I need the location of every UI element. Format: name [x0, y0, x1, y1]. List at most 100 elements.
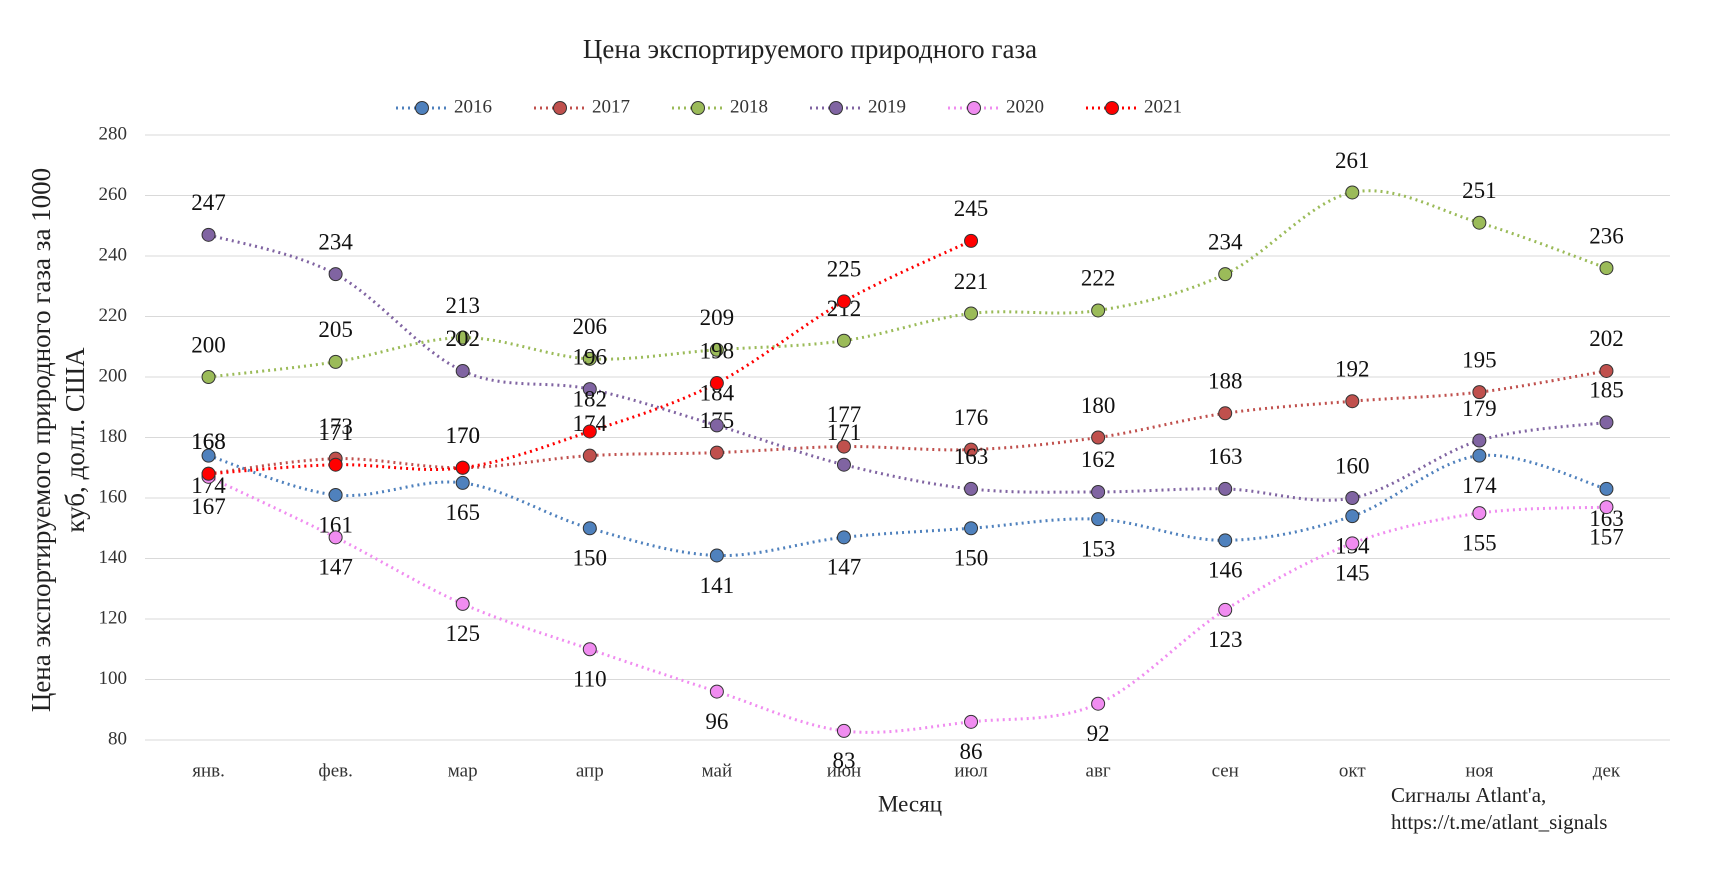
data-label: 206 — [573, 314, 608, 339]
data-label: 185 — [1589, 378, 1624, 403]
data-label: 196 — [573, 344, 608, 369]
legend-marker — [553, 101, 567, 115]
data-label: 209 — [700, 305, 735, 330]
y-axis-label-line: Цена экспортируемого природного газа за … — [26, 168, 56, 712]
data-point — [455, 475, 470, 490]
data-label: 168 — [191, 429, 226, 454]
data-label: 236 — [1589, 223, 1624, 248]
data-point — [1345, 536, 1360, 551]
data-point — [1218, 602, 1233, 617]
data-label: 147 — [318, 555, 353, 580]
x-tick-label: фев. — [318, 760, 352, 781]
source: https://t.me/atlant_signals — [1391, 810, 1607, 834]
legend-marker — [691, 101, 705, 115]
data-point — [1345, 185, 1360, 200]
data-point — [836, 723, 851, 738]
data-label: 145 — [1335, 561, 1370, 586]
series-line — [208, 189, 1607, 379]
data-point — [1472, 506, 1487, 521]
data-point — [582, 642, 597, 657]
data-point — [1091, 430, 1106, 445]
y-tick-label: 260 — [99, 184, 128, 205]
y-tick-label: 180 — [99, 426, 128, 447]
data-label: 170 — [445, 423, 480, 448]
data-label: 167 — [191, 494, 226, 519]
data-point — [836, 294, 851, 309]
data-point — [582, 521, 597, 536]
data-label: 125 — [445, 621, 480, 646]
legend-label: 2019 — [868, 96, 906, 117]
data-point — [201, 466, 216, 481]
data-label: 160 — [1335, 453, 1370, 478]
x-tick-label: сен — [1212, 760, 1239, 781]
data-label: 147 — [827, 555, 862, 580]
source: Сигналы Atlant'a, — [1391, 783, 1546, 807]
data-label: 177 — [827, 402, 862, 427]
data-label: 165 — [445, 500, 480, 525]
data-point — [582, 448, 597, 463]
x-tick-label: янв. — [192, 760, 225, 781]
y-tick-label: 280 — [99, 123, 128, 144]
data-point — [455, 330, 470, 345]
data-point — [455, 363, 470, 378]
data-point — [709, 342, 724, 357]
data-label: 205 — [318, 317, 353, 342]
data-label: 155 — [1462, 530, 1497, 555]
data-point — [709, 418, 724, 433]
data-point — [201, 370, 216, 384]
data-point — [1472, 448, 1487, 463]
data-label: 198 — [700, 338, 735, 363]
legend-label: 2017 — [592, 96, 630, 117]
data-point — [455, 596, 470, 611]
data-point — [1091, 303, 1106, 318]
y-tick-label: 120 — [99, 607, 128, 628]
data-point — [964, 481, 979, 496]
data-label: 150 — [954, 546, 989, 571]
data-point — [1472, 433, 1487, 448]
data-label: 146 — [1208, 558, 1243, 583]
data-point — [1345, 491, 1360, 505]
x-tick-label: дек — [1593, 760, 1621, 781]
data-point — [1599, 500, 1614, 515]
data-label: 247 — [191, 190, 226, 215]
data-label: 153 — [1081, 536, 1116, 561]
y-tick-label: 160 — [99, 486, 128, 507]
data-point — [964, 442, 979, 457]
data-label: 182 — [573, 387, 608, 412]
data-label: 163 — [954, 444, 989, 469]
data-point — [201, 448, 216, 463]
data-point — [964, 306, 979, 321]
data-label: 171 — [827, 420, 862, 445]
data-point — [709, 445, 724, 460]
data-label: 173 — [318, 414, 353, 439]
data-label: 110 — [573, 667, 607, 692]
data-point — [1345, 394, 1360, 409]
data-point — [582, 424, 597, 439]
series-line — [208, 233, 1607, 502]
data-label: 86 — [960, 739, 983, 764]
data-label: 157 — [1589, 524, 1624, 549]
data-label: 195 — [1462, 347, 1497, 372]
data-label: 221 — [954, 269, 989, 294]
data-point — [1218, 267, 1233, 282]
data-label: 225 — [827, 257, 862, 282]
data-label: 192 — [1335, 356, 1370, 381]
y-tick-label: 80 — [108, 728, 127, 749]
data-point — [1472, 215, 1487, 230]
data-point — [328, 487, 343, 502]
data-label: 261 — [1335, 148, 1370, 173]
y-tick-label: 140 — [99, 547, 128, 568]
data-label: 234 — [318, 229, 353, 254]
data-label: 245 — [954, 196, 989, 221]
data-label: 92 — [1087, 721, 1110, 746]
data-label: 174 — [1462, 473, 1497, 498]
data-label: 200 — [191, 332, 226, 357]
data-point — [1091, 696, 1106, 711]
data-point — [836, 457, 851, 472]
data-point — [328, 457, 343, 472]
y-tick-label: 100 — [99, 668, 128, 689]
data-label: 162 — [1081, 447, 1116, 472]
data-point — [328, 530, 343, 545]
series-line — [208, 369, 1607, 476]
x-tick-label: май — [702, 760, 733, 781]
